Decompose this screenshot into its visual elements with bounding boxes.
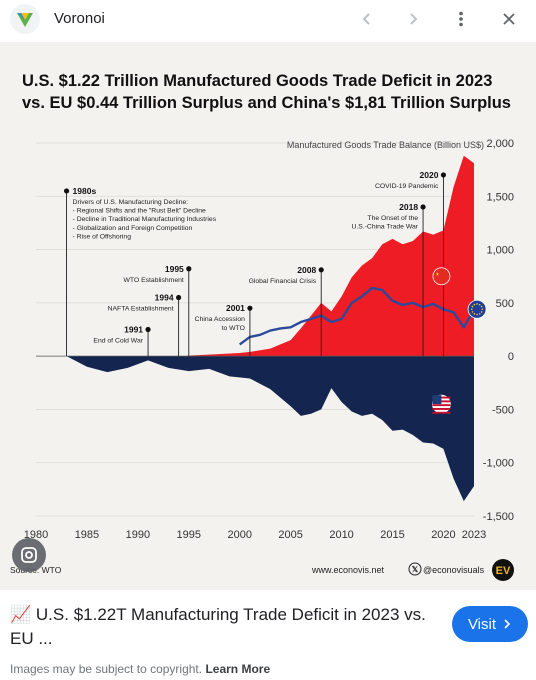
learn-more-link[interactable]: Learn More [205,662,271,676]
china-flag-star [435,272,440,276]
x-tick-label: 2015 [380,529,404,541]
annotation-year: 2018 [399,202,418,212]
chart-title: U.S. $1.22 Trillion Manufactured Goods T… [22,70,511,114]
copyright-notice: Images may be subject to copyright. Lear… [10,662,270,676]
chart-emoji-icon: 📈 [10,605,32,624]
annotation-dot [145,326,151,333]
y-tick-label: -500 [492,404,514,416]
annotation-year: 1994 [155,293,174,303]
eu-flag-star [476,313,478,316]
annotation-year: 1980s [73,186,97,196]
x-tick-label: 2010 [329,529,353,541]
eu-flag-star [480,311,483,313]
annotation-text: - Globalization and Foreign Competition [73,225,193,232]
close-icon[interactable] [496,6,522,32]
annotation-text: - Decline in Traditional Manufacturing I… [73,216,217,223]
eu-flag-star [481,308,484,311]
x-logo-icon [408,562,422,576]
line-series-eu [239,286,476,346]
y-tick-label: 1,500 [486,191,514,203]
visit-button[interactable]: Visit [452,606,528,642]
area-series-us [36,356,474,502]
eu-flag-icon [467,299,487,319]
us-flag-stripe [432,404,451,407]
brand-badge-icon [492,559,514,581]
top-bar: Voronoi [0,0,536,38]
x-tick-label: 2005 [278,529,302,541]
annotation-text: COVID-19 Pandemic [375,183,439,190]
annotation-text: - Rise of Offshoring [73,233,132,240]
x-logo-letter: 𝕏 [412,565,419,574]
annotation-text: NAFTA Establishment [108,306,174,313]
annotation-text: U.S.-China Trade War [351,224,418,231]
y-tick-label: -1,500 [483,511,514,523]
eu-flag-star [478,313,481,315]
lens-search-button[interactable] [12,538,46,572]
annotation-text: to WTO [222,325,245,332]
copyright-text: Images may be subject to copyright. [10,662,203,676]
x-tick-label: 1995 [177,529,201,541]
eu-flag-star [473,303,476,306]
annotation-dot [440,172,447,178]
chevron-right-icon[interactable] [400,6,426,32]
annotation-dot [247,305,253,311]
eu-flag-star [478,303,481,306]
chart-title-line-1: U.S. $1.22 Trillion Manufactured Goods T… [22,72,493,90]
x-tick-label: 1990 [126,529,150,541]
site-url: www.econovis.net [311,565,385,575]
china-flag-icon [432,267,451,286]
voronoi-logo-icon[interactable] [10,4,40,34]
eu-flag-star [470,308,473,311]
annotation-text: WTO Establishment [123,277,183,284]
annotation-text: The Onset of the [367,215,418,222]
annotation-dot [176,294,182,301]
brand-badge-text: EV [496,565,511,577]
annotation-dot [318,267,324,273]
us-flag-canton [432,395,442,405]
x-tick-label: 2023 [462,529,486,541]
annotation-year: 2020 [420,170,439,180]
annotation-text: End of Cold War [93,338,143,345]
more-vert-icon[interactable] [448,6,474,32]
lens-icon [21,547,37,563]
social-handle: @econovisuals [423,565,485,575]
annotation-text: China Accession [195,316,245,323]
eu-flag-star [476,303,478,305]
annotation-dot [63,188,70,194]
y-tick-label: -1,000 [483,458,514,470]
x-tick-label: 1985 [75,529,99,541]
y-tick-label: 500 [496,298,514,310]
eu-flag-star [471,305,474,308]
annotation-dot [186,266,192,272]
image-caption[interactable]: 📈 U.S. $1.22T Manufacturing Trade Defici… [10,603,430,651]
us-flag-stripe [432,411,451,414]
annotation-year: 2001 [226,303,245,313]
x-tick-label: 2000 [227,529,251,541]
chart-title-line-2: vs. EU $0.44 Trillion Surplus and China'… [22,94,511,112]
annotation-year: 1995 [165,264,184,274]
chart-figure[interactable]: U.S. $1.22 Trillion Manufactured Goods T… [0,42,536,590]
y-tick-label: 0 [508,351,514,363]
eu-flag-star [480,305,483,308]
annotation-text: Drivers of U.S. Manufacturing Decline: [73,199,189,206]
annotation-year: 2008 [297,265,316,275]
y-tick-label: 1,000 [486,245,514,257]
annotation-dot [420,204,426,210]
visit-label: Visit [467,615,497,633]
y-axis-label: Manufactured Goods Trade Balance (Billio… [287,140,484,150]
annotation-text: - Regional Shifts and the "Rust Belt" De… [73,208,206,215]
area-series-china [36,155,474,358]
chevron-left-icon[interactable] [354,6,380,32]
eu-flag-star [473,313,476,315]
caption-text: U.S. $1.22T Manufacturing Trade Deficit … [10,605,426,648]
annotation-year: 1991 [124,325,143,335]
app-title: Voronoi [54,10,105,27]
chevron-right-icon [504,619,511,629]
x-tick-label: 2020 [431,529,455,541]
annotation-text: Global Financial Crisis [249,278,317,285]
us-flag-stripe [432,408,451,410]
y-tick-label: 2,000 [486,138,514,150]
eu-flag-star [471,311,474,313]
